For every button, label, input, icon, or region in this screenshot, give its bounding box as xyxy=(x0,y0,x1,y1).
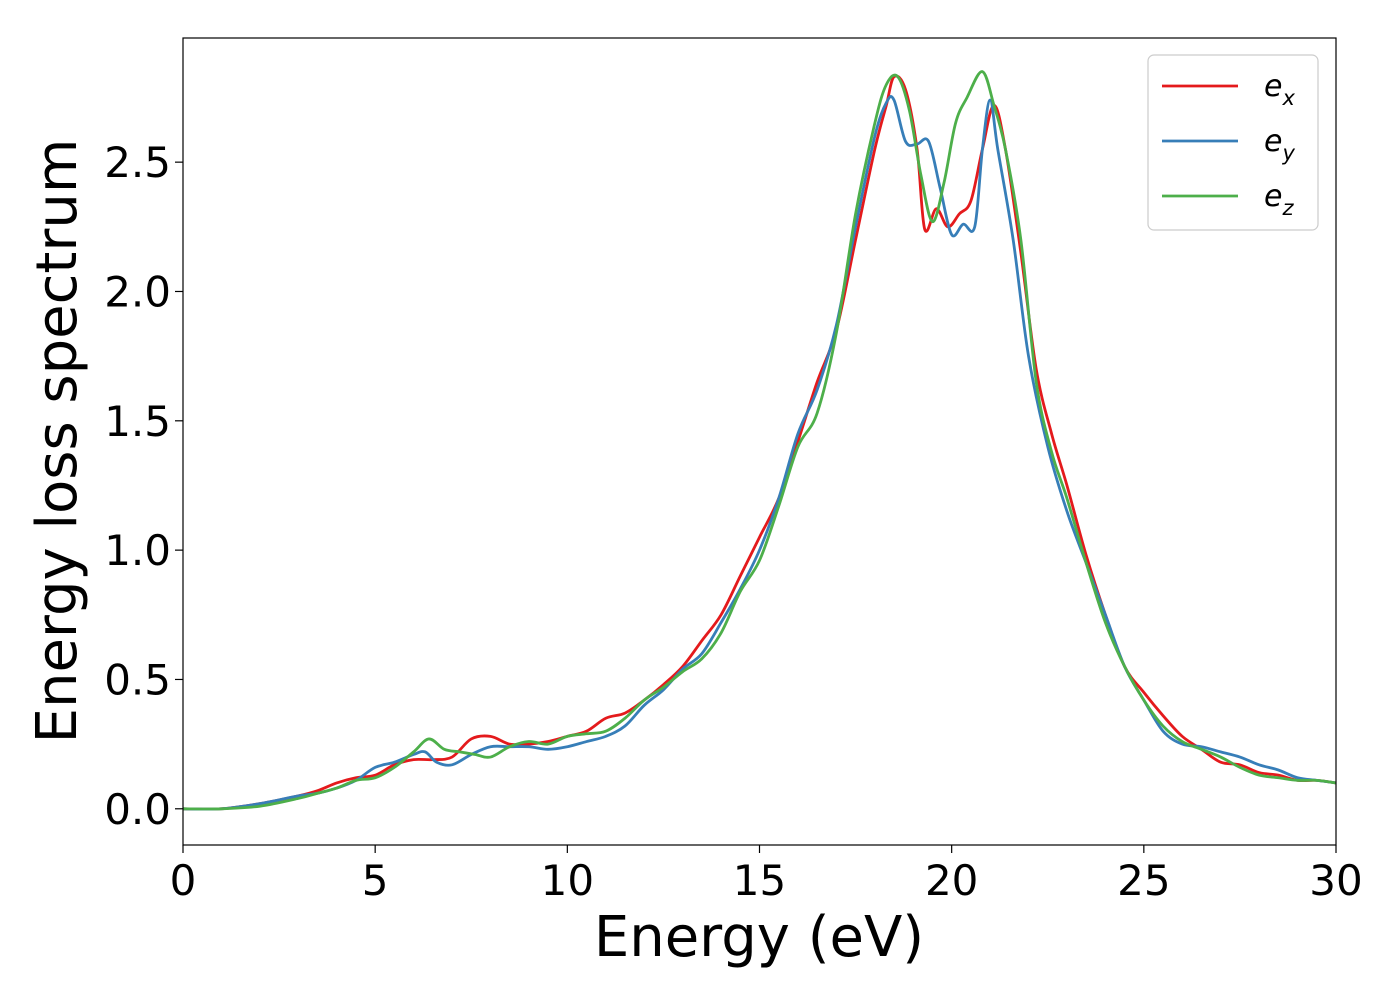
legend-label-subscript: x xyxy=(1281,86,1295,110)
legend-label-base: e xyxy=(1264,179,1282,214)
series-line-z xyxy=(183,70,1336,811)
y-axis-label: Energy loss spectrum xyxy=(25,139,90,744)
x-tick-label: 25 xyxy=(1117,856,1170,905)
legend-label-base: e xyxy=(1264,124,1282,159)
y-tick-label: 2.5 xyxy=(104,138,171,187)
x-tick-label: 5 xyxy=(362,856,389,905)
plot-frame xyxy=(182,37,1337,846)
legend-label-y: ey xyxy=(1264,124,1295,165)
x-axis-ticks: 0 5 10 15 20 25 30 xyxy=(170,845,1363,905)
y-tick-label: 1.0 xyxy=(104,526,171,575)
legend-label-z: ez xyxy=(1264,179,1294,220)
series-layer xyxy=(183,70,1336,811)
y-tick-label: 1.5 xyxy=(104,397,171,446)
legend-box xyxy=(1147,54,1319,231)
y-tick-label: 2.0 xyxy=(104,267,171,316)
y-axis-ticks: 0.0 0.5 1.0 1.5 2.0 2.5 xyxy=(104,138,183,834)
x-tick-label: 10 xyxy=(541,856,594,905)
legend-label-subscript: z xyxy=(1281,196,1294,220)
legend-label-subscript: y xyxy=(1281,141,1295,165)
x-tick-label: 15 xyxy=(733,856,786,905)
x-tick-label: 0 xyxy=(170,856,197,905)
x-tick-label: 20 xyxy=(925,856,978,905)
legend-label-x: ex xyxy=(1264,69,1295,110)
x-axis-label: Energy (eV) xyxy=(594,905,924,970)
y-tick-label: 0.0 xyxy=(104,785,171,834)
legend-label-base: e xyxy=(1264,69,1282,104)
x-tick-label: 30 xyxy=(1309,856,1362,905)
y-tick-label: 0.5 xyxy=(104,655,171,704)
